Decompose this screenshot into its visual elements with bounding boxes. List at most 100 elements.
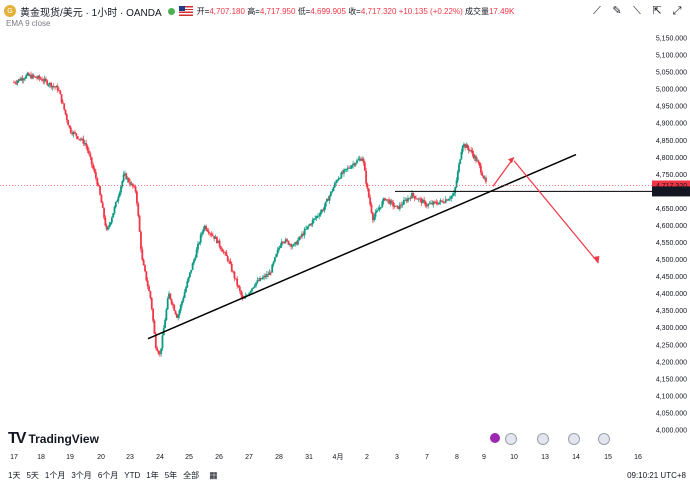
ohlc-readout: 开=4,707.180 高=4,717.950 低=4,699.905 收=4,… (196, 6, 515, 16)
candle-body (13, 82, 15, 84)
timeframe-3m[interactable]: 3个月 (71, 471, 92, 480)
x-tick-label: 3 (395, 454, 399, 461)
candle-body (37, 76, 40, 79)
candle-body (117, 196, 120, 201)
candle-body (46, 80, 49, 85)
candle-body (182, 297, 185, 302)
candle-body (373, 216, 376, 221)
fullscreen-icon[interactable]: ⤢ (672, 5, 682, 17)
symbol-title[interactable]: 黄金现货/美元 · 1小时 · OANDA (20, 7, 162, 19)
candle-body (306, 226, 309, 229)
candle-body (26, 73, 29, 76)
candle-body (333, 183, 336, 188)
candle-body (76, 136, 79, 139)
candle-body (370, 204, 373, 213)
candle-body (416, 198, 419, 200)
x-tick-label: 15 (604, 454, 612, 461)
candle-body (295, 242, 298, 245)
us-flag-event-icon[interactable] (598, 433, 610, 445)
candle-body (297, 240, 299, 245)
candle-body (197, 243, 199, 250)
bullish-arrow-line (492, 156, 515, 187)
x-tick-label: 16 (634, 454, 642, 461)
candle-body (109, 222, 112, 225)
us-flag-event-icon[interactable] (568, 433, 580, 445)
candle-body (365, 170, 368, 184)
candle-body (157, 350, 160, 354)
candle-body (398, 204, 401, 209)
candle-body (240, 290, 243, 296)
candle-body (260, 277, 263, 280)
candle-body (446, 199, 448, 201)
price-chart[interactable]: 5,150.000 5,100.000 5,050.000 5,000.000 4,95… (0, 22, 690, 483)
candle-body (477, 160, 480, 163)
us-flag-event-icon[interactable] (537, 433, 549, 445)
candle-body (172, 303, 174, 306)
cursor-icon[interactable]: ⇱ (652, 5, 662, 17)
candle-body (48, 82, 51, 85)
pencil-icon[interactable]: ✎ (612, 5, 622, 17)
candle-body (476, 160, 479, 162)
candle-body (314, 218, 317, 219)
candle-body (193, 259, 195, 264)
candle-body (483, 177, 486, 179)
candle-body (34, 76, 37, 78)
candle-body (101, 202, 104, 208)
timeframe-all[interactable]: 全部 (183, 471, 200, 480)
brand-name: TradingView (28, 432, 99, 446)
ruler-icon[interactable]: ⟋ (593, 5, 601, 17)
x-tick-label: 24 (156, 454, 164, 461)
candle-body (326, 198, 328, 202)
trend-tool-icon[interactable]: ⟍ (633, 5, 641, 17)
candle-body (86, 145, 89, 151)
y-tick-label: 4,000.000 (656, 428, 687, 435)
candle-body (456, 171, 459, 181)
candle-body (361, 158, 364, 161)
timeframe-1m[interactable]: 1个月 (44, 471, 66, 480)
candle-body (24, 78, 26, 80)
candle-body (270, 272, 272, 274)
ema-indicator-label[interactable]: EMA 9 close (6, 19, 51, 28)
candle-body (124, 173, 126, 175)
candle-body (201, 232, 203, 235)
timeframe-5d[interactable]: 5天 (26, 471, 39, 480)
candle-body (216, 236, 218, 243)
candle-body (485, 177, 487, 182)
candle-body (144, 265, 146, 272)
candle-body (195, 249, 198, 258)
candle-body (467, 148, 470, 151)
candle-body (382, 198, 385, 202)
bearish-arrow-head (593, 255, 600, 263)
candle-body (436, 203, 439, 205)
candle-body (451, 195, 454, 197)
candle-body (298, 236, 301, 241)
candle-body (134, 186, 137, 192)
y-tick-label: 5,050.000 (656, 70, 687, 77)
candle-body (19, 79, 21, 81)
timeframe-1y[interactable]: 1年 (146, 471, 159, 480)
candle-body (161, 335, 164, 349)
timeframe-5y[interactable]: 5年 (164, 471, 178, 480)
y-tick-label: 4,350.000 (656, 308, 687, 315)
candle-body (27, 73, 30, 76)
tradingview-logo[interactable]: TV TradingView (8, 430, 99, 448)
timeframe-1d[interactable]: 1天 (8, 471, 21, 480)
timeframe-6m[interactable]: 6个月 (97, 471, 119, 480)
candle-body (324, 201, 327, 207)
x-tick-label: 14 (572, 454, 580, 461)
candle-body (97, 184, 100, 187)
calendar-icon[interactable]: ▦ (209, 470, 218, 480)
candle-body (146, 280, 149, 287)
candle-body (47, 84, 50, 86)
candle-body (331, 191, 334, 192)
candle-body (42, 80, 45, 82)
candle-body (165, 309, 168, 321)
candle-body (411, 192, 413, 199)
us-flag-event-icon[interactable] (505, 433, 517, 445)
timeframe-ytd[interactable]: YTD (124, 471, 141, 480)
lightning-event-icon[interactable] (490, 433, 500, 443)
candle-body (104, 217, 107, 226)
candle-body (287, 240, 290, 245)
y-tick-label: 4,450.000 (656, 274, 687, 281)
candle-body (464, 144, 466, 148)
